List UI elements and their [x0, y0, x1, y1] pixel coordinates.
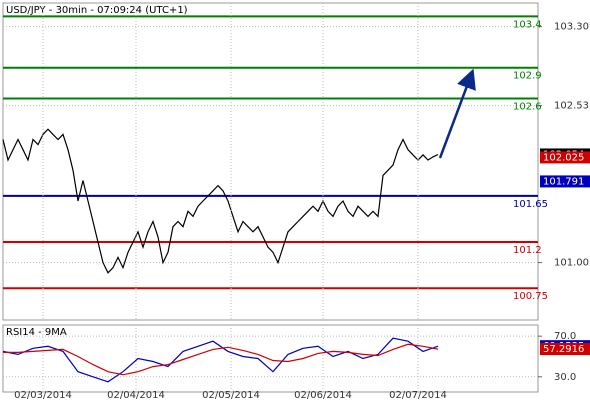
value-tag — [540, 175, 590, 188]
value-tag-label: 102.025 — [543, 152, 584, 163]
value-tag-label: 101.791 — [543, 176, 584, 187]
forecast-arrow — [438, 68, 476, 159]
rsi-panel — [2, 324, 539, 393]
price-panel — [2, 2, 539, 321]
series-line — [2, 128, 439, 274]
y-tick-label: 102.53 — [554, 101, 589, 112]
x-tick-label: 02/04/2014 — [107, 390, 165, 400]
y-tick-label: 103.30 — [554, 22, 589, 33]
value-tag — [540, 343, 590, 356]
series-line — [3, 343, 439, 376]
rsi-title: RSI14 - 9MA — [6, 327, 67, 338]
y-tick-label: 101.00 — [554, 258, 589, 269]
y-tick-label: 30.0 — [554, 372, 576, 383]
series-line — [2, 337, 439, 383]
x-tick-label: 02/07/2014 — [389, 390, 447, 400]
level-label: 102.9 — [513, 71, 542, 82]
chart-title: USD/JPY - 30min - 07:09:24 (UTC+1) — [6, 5, 188, 16]
x-tick-label: 02/06/2014 — [294, 390, 352, 400]
x-tick-label: 02/05/2014 — [202, 390, 260, 400]
level-label: 100.75 — [513, 291, 548, 302]
level-label: 101.65 — [513, 199, 548, 210]
y-tick-label: 70.0 — [554, 331, 576, 342]
value-tag-label: 57.2916 — [543, 344, 584, 355]
x-tick-label: 02/03/2014 — [14, 390, 72, 400]
level-label: 102.6 — [513, 101, 542, 112]
value-tag — [540, 151, 590, 164]
level-label: 103.4 — [513, 19, 542, 30]
level-label: 101.2 — [513, 245, 542, 256]
